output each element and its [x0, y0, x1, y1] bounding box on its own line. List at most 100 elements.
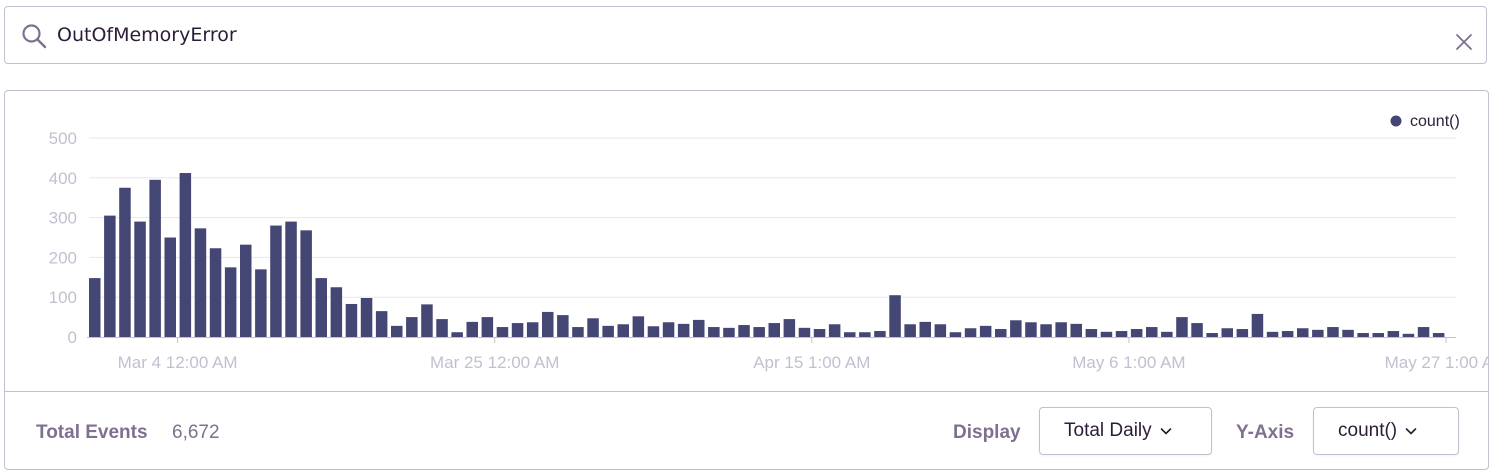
x-tick-label: May 27 1:00 AM — [1385, 353, 1489, 372]
bar — [1312, 329, 1324, 337]
bar — [1161, 331, 1173, 337]
bar — [783, 319, 796, 337]
bar — [89, 278, 101, 337]
bar — [1402, 333, 1415, 337]
bar — [1221, 328, 1233, 337]
bar — [1342, 329, 1354, 337]
bar — [149, 179, 161, 337]
bar — [813, 329, 826, 337]
bar — [1176, 317, 1188, 337]
bar — [134, 221, 146, 337]
total-events-value: 6,672 — [172, 422, 220, 443]
bar — [391, 325, 403, 337]
bar — [964, 328, 977, 337]
bar — [270, 225, 282, 337]
bar — [1266, 331, 1279, 337]
bar — [1040, 324, 1052, 337]
display-dropdown[interactable]: Total Daily — [1039, 407, 1212, 455]
bar — [511, 323, 524, 337]
bar — [224, 267, 237, 337]
bar — [919, 321, 931, 337]
y-tick-label: 300 — [49, 209, 77, 228]
bar — [647, 326, 660, 337]
bar — [436, 319, 448, 337]
bar — [1236, 329, 1249, 337]
bar — [602, 325, 614, 337]
search-bar[interactable] — [4, 6, 1487, 64]
bar — [844, 332, 856, 337]
y-tick-label: 400 — [49, 169, 77, 188]
bar — [768, 323, 780, 337]
bar — [466, 321, 478, 337]
search-input[interactable] — [57, 17, 1427, 53]
display-dropdown-value: Total Daily — [1064, 420, 1152, 441]
y-tick-label: 500 — [49, 129, 77, 148]
y-tick-label: 100 — [49, 288, 77, 307]
bar — [375, 311, 388, 337]
close-icon[interactable] — [1455, 33, 1477, 55]
bar — [798, 327, 811, 337]
bar — [662, 322, 675, 337]
bar — [1055, 322, 1067, 337]
search-icon — [22, 24, 47, 49]
bar — [1432, 333, 1445, 337]
bar — [1281, 331, 1294, 337]
bar — [330, 287, 343, 337]
bar — [572, 327, 584, 337]
x-tick-label: Mar 25 12:00 AM — [430, 353, 559, 372]
bar — [255, 269, 267, 337]
y-axis-dropdown[interactable]: count() — [1313, 407, 1459, 455]
bar — [1115, 331, 1128, 337]
bar — [496, 327, 509, 337]
y-axis-dropdown-value: count() — [1338, 420, 1398, 441]
total-events-label: Total Events — [36, 422, 148, 443]
bar — [451, 332, 463, 337]
bar — [406, 317, 418, 337]
bar — [1025, 322, 1037, 337]
bar — [1417, 327, 1430, 337]
chevron-down-icon — [1405, 428, 1417, 435]
bar — [1100, 331, 1113, 337]
bar — [481, 317, 494, 337]
bar — [1010, 320, 1022, 337]
y-tick-label: 0 — [68, 328, 77, 347]
bar — [723, 327, 735, 337]
chart-footer: Total Events 6,672 Display Total Daily Y… — [5, 391, 1488, 469]
bar — [632, 316, 645, 337]
bar — [1327, 327, 1339, 337]
bar — [421, 304, 433, 337]
bar — [194, 228, 207, 337]
bar — [753, 327, 765, 337]
bar — [949, 332, 962, 337]
bar — [708, 327, 720, 337]
bar — [360, 297, 373, 337]
bar — [889, 295, 901, 337]
bar — [1085, 329, 1098, 337]
bar — [1146, 327, 1158, 337]
bar — [104, 215, 116, 337]
x-tick-label: Mar 4 12:00 AM — [118, 353, 238, 372]
bar — [542, 311, 554, 337]
legend-label: count() — [1410, 113, 1460, 130]
y-tick-label: 200 — [49, 248, 77, 267]
bar — [285, 221, 297, 337]
bar — [557, 315, 569, 337]
bar — [1372, 333, 1384, 337]
bar — [828, 324, 841, 337]
bar — [164, 237, 176, 337]
bar — [1251, 313, 1264, 337]
legend-marker — [1390, 115, 1402, 127]
bar — [300, 230, 312, 337]
bar — [979, 325, 992, 337]
bar — [934, 324, 947, 337]
bar — [315, 278, 327, 337]
bar — [587, 318, 599, 337]
bar — [904, 324, 916, 337]
bar — [119, 187, 131, 337]
bar — [209, 248, 222, 337]
events-bar-chart: 0 100 200 300 400 500 Mar 4 12:00 AM Mar 25 12:… — [49, 113, 1489, 372]
x-tick-label: Apr 15 1:00 AM — [753, 353, 870, 372]
bar — [1357, 333, 1369, 337]
bar — [874, 331, 886, 337]
bar — [345, 303, 358, 337]
